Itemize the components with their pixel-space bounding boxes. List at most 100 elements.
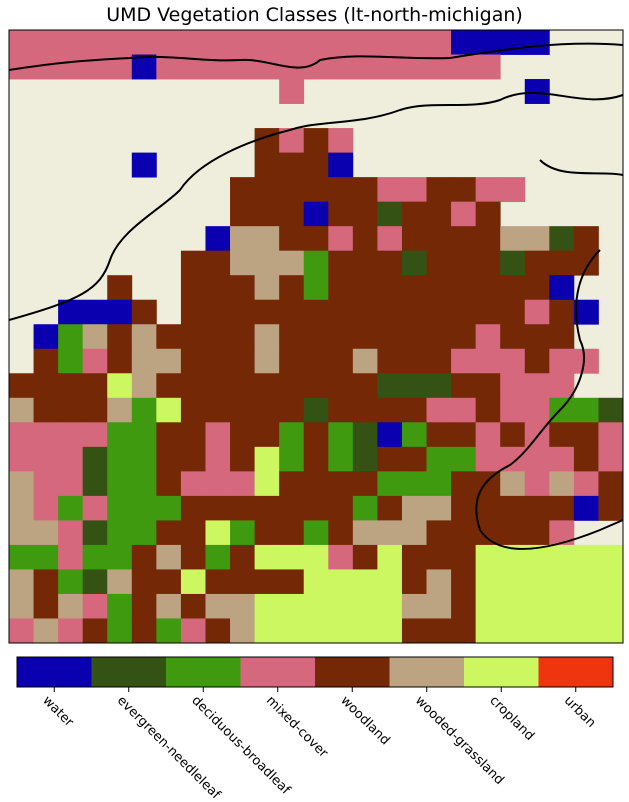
grid-cell-woodland	[451, 299, 477, 325]
grid-cell-woodland	[303, 495, 329, 521]
grid-cell-woodland	[426, 520, 452, 546]
grid-cell-woodland	[377, 495, 403, 521]
grid-cell-woodland	[205, 250, 231, 276]
grid-cell-woodland	[352, 299, 378, 325]
grid-cell-mixed-cover	[33, 446, 59, 472]
grid-cell-woodland	[205, 569, 231, 595]
grid-cell-evergreen-needleleaf	[82, 520, 108, 546]
grid-cell-cropland	[279, 544, 305, 570]
grid-cell-evergreen-needleleaf	[377, 201, 403, 227]
grid-cell-deciduous-broadleaf	[58, 348, 84, 374]
grid-cell-deciduous-broadleaf	[303, 520, 329, 546]
grid-cell-mixed-cover	[451, 397, 477, 423]
grid-cell-mixed-cover	[549, 348, 575, 374]
grid-cell-woodland	[205, 618, 231, 644]
grid-cell-woodland	[451, 569, 477, 595]
grid-cell-woodland	[426, 250, 452, 276]
grid-cell-woodland	[254, 299, 280, 325]
grid-cell-wooded-grassland	[9, 495, 34, 521]
grid-cell-woodland	[254, 128, 280, 153]
grid-cell-woodland	[401, 275, 427, 301]
grid-cell-deciduous-broadleaf	[9, 544, 34, 570]
grid-cell-wooded-grassland	[131, 373, 157, 399]
grid-cell-woodland	[230, 495, 255, 521]
grid-cell-deciduous-broadleaf	[426, 446, 452, 472]
grid-cell-mixed-cover	[230, 54, 255, 80]
grid-cell-woodland	[254, 177, 280, 203]
grid-cell-mixed-cover	[352, 30, 378, 55]
grid-cell-woodland	[303, 348, 329, 374]
grid-cell-wooded-grassland	[82, 324, 108, 350]
colorbar-swatch-water	[17, 657, 92, 687]
grid-cell-woodland	[451, 422, 477, 448]
grid-cell-deciduous-broadleaf	[573, 397, 599, 423]
grid-cell-wooded-grassland	[549, 471, 575, 497]
vegetation-map	[8, 29, 624, 644]
grid-cell-woodland	[230, 569, 255, 595]
grid-cell-wooded-grassland	[401, 520, 427, 546]
grid-cell-mixed-cover	[58, 544, 84, 570]
grid-cell-cropland	[279, 618, 305, 644]
grid-cell-woodland	[230, 275, 255, 301]
grid-cell-cropland	[377, 593, 403, 619]
grid-cell-woodland	[9, 373, 34, 399]
grid-cell-woodland	[156, 373, 182, 399]
grid-cell-woodland	[303, 152, 329, 178]
grid-cell-mixed-cover	[573, 348, 599, 374]
grid-cell-woodland	[279, 324, 305, 350]
colorbar-label-urban: urban	[561, 693, 599, 731]
grid-cell-mixed-cover	[82, 495, 108, 521]
grid-cell-mixed-cover	[9, 618, 34, 644]
grid-cell-woodland	[230, 544, 255, 570]
grid-cell-woodland	[573, 226, 599, 252]
grid-cell-mixed-cover	[426, 30, 452, 55]
grid-cell-woodland	[377, 446, 403, 472]
grid-cell-woodland	[303, 128, 329, 153]
grid-cell-woodland	[303, 446, 329, 472]
grid-cell-water	[328, 152, 354, 178]
grid-cell-mixed-cover	[205, 422, 231, 448]
grid-cell-mixed-cover	[377, 177, 403, 203]
grid-cell-cropland	[352, 618, 378, 644]
grid-cell-mixed-cover	[524, 373, 550, 399]
grid-cell-woodland	[352, 397, 378, 423]
grid-cell-woodland	[279, 495, 305, 521]
grid-cell-woodland	[524, 324, 550, 350]
grid-cell-woodland	[328, 471, 354, 497]
grid-cell-woodland	[279, 177, 305, 203]
grid-cell-mixed-cover	[303, 30, 329, 55]
grid-cell-wooded-grassland	[524, 226, 550, 252]
grid-cell-mixed-cover	[598, 446, 624, 472]
grid-cell-woodland	[475, 201, 501, 227]
grid-cell-woodland	[500, 495, 526, 521]
grid-cell-evergreen-needleleaf	[401, 373, 427, 399]
grid-cell-evergreen-needleleaf	[82, 446, 108, 472]
grid-cell-mixed-cover	[279, 30, 305, 55]
grid-cell-deciduous-broadleaf	[328, 446, 354, 472]
grid-cell-woodland	[475, 495, 501, 521]
grid-cell-deciduous-broadleaf	[549, 397, 575, 423]
grid-cell-cropland	[303, 544, 329, 570]
grid-cell-deciduous-broadleaf	[156, 618, 182, 644]
grid-cell-mixed-cover	[475, 446, 501, 472]
grid-cell-wooded-grassland	[131, 324, 157, 350]
grid-cell-mixed-cover	[475, 177, 501, 203]
grid-cell-cropland	[377, 618, 403, 644]
grid-cell-water	[573, 495, 599, 521]
grid-cell-woodland	[500, 422, 526, 448]
grid-cell-woodland	[451, 250, 477, 276]
grid-cell-water	[377, 422, 403, 448]
grid-cell-woodland	[475, 299, 501, 325]
grid-cell-mixed-cover	[573, 471, 599, 497]
grid-cell-woodland	[500, 275, 526, 301]
grid-cell-woodland	[230, 373, 255, 399]
grid-cell-woodland	[180, 324, 206, 350]
grid-cell-mixed-cover	[254, 30, 280, 55]
grid-cell-cropland	[352, 593, 378, 619]
grid-cell-woodland	[180, 397, 206, 423]
coastline-1	[8, 91, 624, 321]
grid-cell-deciduous-broadleaf	[156, 495, 182, 521]
grid-cell-wooded-grassland	[156, 593, 182, 619]
grid-cell-woodland	[156, 422, 182, 448]
grid-cell-water	[131, 54, 157, 80]
